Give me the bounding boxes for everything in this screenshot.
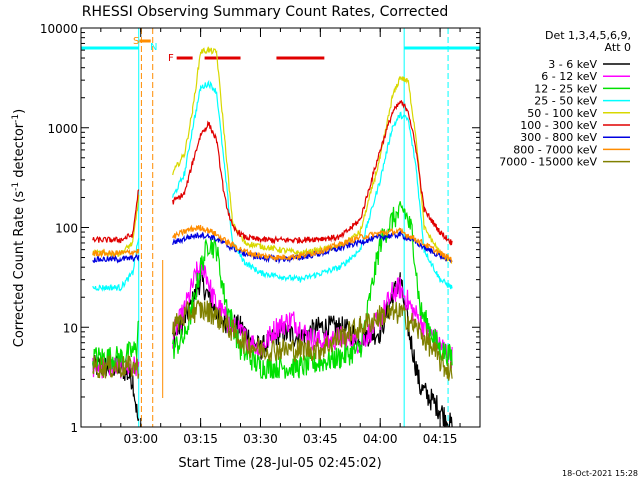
series-2-line-after-gap bbox=[172, 258, 453, 369]
y-axis-label-main: Corrected Count Rate (s bbox=[12, 191, 27, 348]
y-tick-label-1: 10 bbox=[63, 321, 78, 335]
legend-label-2: 6 - 12 keV bbox=[541, 70, 597, 83]
flag-label-f: F bbox=[168, 53, 174, 64]
legend-label-3: 12 - 25 keV bbox=[534, 82, 597, 95]
x-axis-label: Start Time (28-Jul-05 02:45:02) bbox=[178, 456, 381, 471]
series-8-line bbox=[92, 248, 140, 259]
x-tick-label-2: 03:30 bbox=[243, 432, 278, 446]
flag-label-s: S bbox=[133, 36, 139, 47]
legend-label-4: 25 - 50 keV bbox=[534, 95, 597, 108]
y-axis-label-end: ) bbox=[12, 109, 27, 114]
legend-label-5: 50 - 100 keV bbox=[527, 107, 597, 120]
legend-label-1: 3 - 6 keV bbox=[548, 58, 597, 71]
chart-title: RHESSI Observing Summary Count Rates, Co… bbox=[82, 4, 448, 20]
legend-label-9: 7000 - 15000 keV bbox=[499, 156, 597, 169]
y-tick-label-0: 1 bbox=[70, 421, 78, 435]
y-axis-label-mid: detector bbox=[12, 122, 27, 182]
legend-label-8: 800 - 7000 keV bbox=[513, 143, 597, 156]
x-tick-label-4: 04:00 bbox=[363, 432, 398, 446]
plot-frame bbox=[80, 27, 481, 428]
x-tick-label-3: 03:45 bbox=[303, 432, 338, 446]
y-tick-label-2: 100 bbox=[55, 222, 78, 236]
y-axis-label: Corrected Count Rate (s-1 detector-1) bbox=[11, 109, 27, 347]
series-4-line-after-gap bbox=[172, 79, 453, 290]
y-axis-label-sup2: -1 bbox=[11, 114, 21, 123]
series-7-line bbox=[92, 253, 140, 264]
series-6-line-after-gap bbox=[172, 99, 453, 246]
timestamp: 18-Oct-2021 15:28 bbox=[562, 469, 638, 478]
series-9-line bbox=[92, 354, 140, 379]
x-tick-label-5: 04:15 bbox=[423, 432, 458, 446]
x-tick-label-1: 03:15 bbox=[183, 432, 218, 446]
series-4-line bbox=[92, 238, 140, 292]
legend-header-line1: Det 1,3,4,5,6,9, bbox=[545, 29, 631, 42]
series-5-line-after-gap bbox=[172, 46, 453, 264]
legend-header-line2: Att 0 bbox=[605, 41, 631, 54]
legend-label-6: 100 - 300 keV bbox=[520, 119, 597, 132]
series-5-line bbox=[92, 194, 140, 258]
legend-label-7: 300 - 800 keV bbox=[520, 131, 597, 144]
y-axis-label-sup: -1 bbox=[11, 182, 21, 191]
x-tick-label-0: 03:00 bbox=[123, 432, 158, 446]
series-8-line-after-gap bbox=[172, 224, 453, 264]
y-tick-label-4: 10000 bbox=[40, 22, 78, 36]
flag-label-n: N bbox=[150, 42, 157, 53]
series-6-line bbox=[92, 189, 140, 244]
series-9-line-after-gap bbox=[172, 299, 453, 381]
y-tick-label-3: 1000 bbox=[47, 122, 78, 136]
